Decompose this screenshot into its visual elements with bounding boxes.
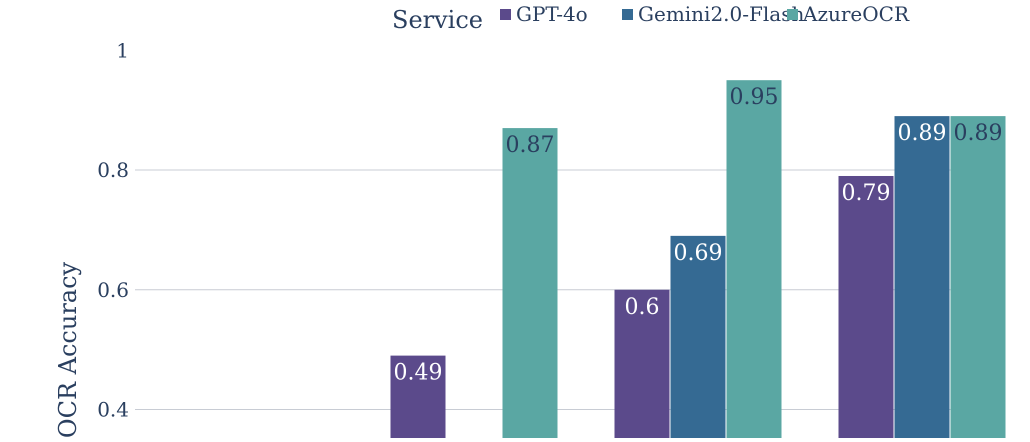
bar — [726, 80, 782, 438]
bar-data-label: 0.89 — [898, 121, 947, 146]
y-tick-label: 0.6 — [97, 278, 129, 302]
y-tick-label: 0.8 — [97, 158, 129, 182]
y-axis-ticks: 0.4 0.6 0.8 1 — [97, 38, 129, 421]
legend-swatch[interactable] — [500, 9, 511, 20]
bar — [950, 116, 1006, 439]
y-axis-title: OCR Accuracy — [54, 261, 82, 438]
legend-label[interactable]: Gemini2.0-Flash — [638, 2, 804, 26]
bar — [894, 116, 950, 439]
bar-data-label: 0.69 — [674, 241, 723, 266]
bar — [390, 355, 446, 438]
bar-data-label: 0.79 — [842, 181, 891, 206]
bars — [390, 80, 1006, 439]
y-tick-label: 0.4 — [97, 398, 129, 422]
bar — [670, 235, 726, 438]
bar-data-label: 0.49 — [394, 361, 443, 386]
bar — [838, 175, 894, 439]
bar-data-label: 0.89 — [954, 121, 1003, 146]
y-tick-label: 1 — [116, 38, 129, 62]
legend-swatch[interactable] — [787, 9, 798, 20]
bar-labels: 0.49 0.87 0.6 0.69 0.95 0.79 0.89 0.89 — [394, 85, 1003, 385]
bar — [614, 289, 670, 438]
legend-swatch[interactable] — [622, 9, 633, 20]
bar-data-label: 0.95 — [730, 85, 779, 110]
legend-title: Service — [392, 6, 483, 34]
bar-data-label: 0.87 — [506, 133, 555, 158]
legend-label[interactable]: AzureOCR — [802, 2, 910, 26]
bar — [502, 128, 558, 438]
bar-data-label: 0.6 — [625, 295, 660, 320]
legend-label[interactable]: GPT-4o — [516, 2, 588, 26]
